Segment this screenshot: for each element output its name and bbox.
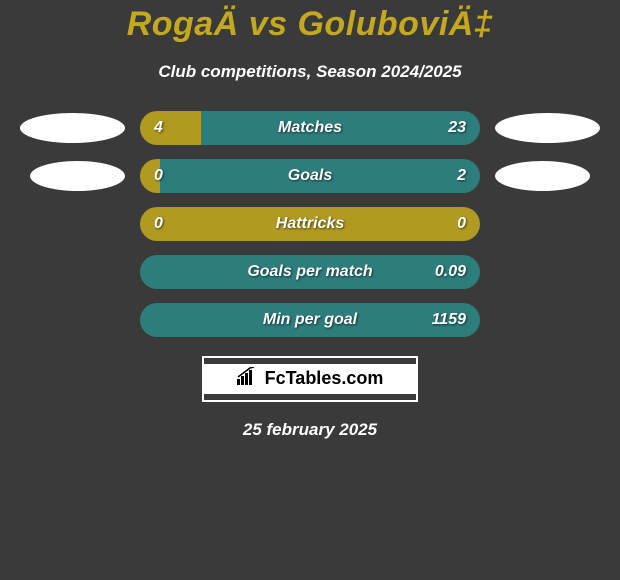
page-title: RogaÄ vs GoluboviÄ‡ [0,5,620,44]
stat-bar: Goals per match 0.09 [140,255,480,289]
stat-row: 4 Matches 23 [0,110,620,146]
stat-bar: 0 Goals 2 [140,159,480,193]
stat-label: Hattricks [276,215,344,233]
stat-bar: 4 Matches 23 [140,111,480,145]
stat-row: Goals per match 0.09 [0,254,620,290]
stat-right-value: 0 [457,215,466,233]
chart-icon [237,367,259,390]
stat-right-value: 23 [448,119,466,137]
comparison-date: 25 february 2025 [0,420,620,440]
stat-label: Min per goal [263,311,357,329]
stat-label: Matches [278,119,342,137]
stat-right-value: 0.09 [435,263,466,281]
player-left-marker [30,161,125,191]
stat-row: Min per goal 1159 [0,302,620,338]
stat-label: Goals [288,167,332,185]
stat-right-value: 2 [457,167,466,185]
stat-label: Goals per match [247,263,372,281]
stat-right-value: 1159 [432,311,466,329]
branding-badge[interactable]: FcTables.com [202,356,418,402]
player-right-marker [495,161,590,191]
player-left-marker [20,113,125,143]
page-subtitle: Club competitions, Season 2024/2025 [0,62,620,82]
stat-left-value: 0 [154,215,163,233]
stat-row: 0 Goals 2 [0,158,620,194]
stats-area: 4 Matches 23 0 Goals 2 0 Hattricks 0 Goals per ma… [0,110,620,338]
stat-row: 0 Hattricks 0 [0,206,620,242]
stat-bar: 0 Hattricks 0 [140,207,480,241]
stat-bar-left [140,111,201,145]
player-right-marker [495,113,600,143]
stat-left-value: 4 [154,119,163,137]
branding-inner: FcTables.com [204,364,416,393]
branding-text: FcTables.com [265,366,384,391]
stat-left-value: 0 [154,167,163,185]
stat-bar: Min per goal 1159 [140,303,480,337]
comparison-widget: RogaÄ vs GoluboviÄ‡ Club competitions, S… [0,0,620,440]
